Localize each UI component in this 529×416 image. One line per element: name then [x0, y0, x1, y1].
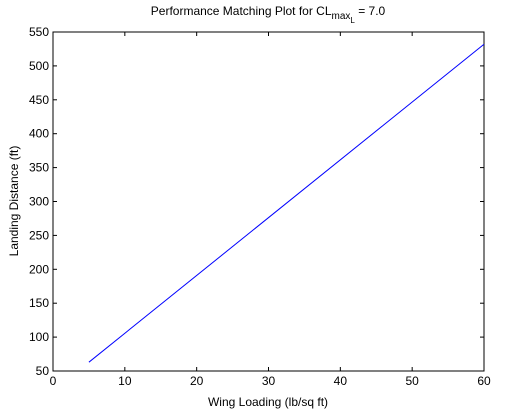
plot-area [52, 31, 485, 372]
y-tick-label: 200 [29, 262, 49, 276]
y-axis-label: Landing Distance (ft) [7, 146, 21, 257]
x-tick-label: 10 [118, 374, 132, 388]
y-tick-label: 500 [29, 59, 49, 73]
y-tick-label: 450 [29, 93, 49, 107]
x-tick-label: 40 [334, 374, 348, 388]
y-tick-label: 300 [29, 195, 49, 209]
data-line [88, 43, 485, 363]
y-tick-label: 50 [36, 364, 50, 378]
title-suffix: = 7.0 [355, 4, 386, 18]
title-subsubscript: L [350, 16, 355, 25]
y-tick-label: 350 [29, 161, 49, 175]
x-tick-label: 50 [405, 374, 419, 388]
x-tick-label: 20 [190, 374, 204, 388]
title-main: Performance Matching Plot for CL [151, 4, 332, 18]
title-subscript: max [332, 11, 351, 22]
y-tick-label: 400 [29, 127, 49, 141]
y-tick-label: 150 [29, 296, 49, 310]
x-tick-label: 60 [477, 374, 491, 388]
y-tick-label: 250 [29, 228, 49, 242]
x-tick-label: 0 [50, 374, 57, 388]
chart-title: Performance Matching Plot for CLmaxL = 7… [151, 4, 386, 25]
x-axis-label: Wing Loading (lb/sq ft) [208, 395, 328, 409]
y-tick-label: 100 [29, 330, 49, 344]
y-tick-label: 550 [29, 25, 49, 39]
x-tick-label: 30 [262, 374, 276, 388]
